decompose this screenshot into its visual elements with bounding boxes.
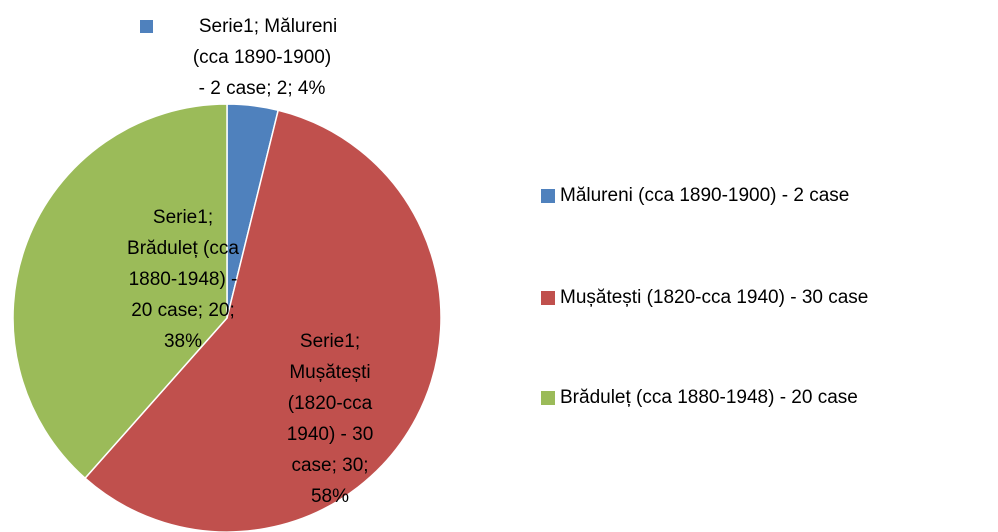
pie-slice (84, 109, 442, 532)
data-label: 1940) - 30 (287, 424, 374, 445)
legend-label: Mălureni (cca 1890-1900) - 2 case (560, 185, 849, 206)
legend-key (541, 291, 555, 305)
data-label: Serie1; Mălureni (199, 16, 337, 37)
legend-label: Mușătești (1820-cca 1940) - 30 case (560, 287, 868, 308)
legend-key (541, 391, 555, 405)
data-label: (cca 1890-1900) (193, 47, 331, 68)
data-label: Serie1; (153, 207, 213, 228)
data-label: - 2 case; 2; 4% (199, 78, 326, 99)
data-label: case; 30; (291, 455, 368, 476)
legend-label: Brăduleț (cca 1880-1948) - 20 case (560, 387, 858, 408)
pie-slice (12, 103, 228, 480)
data-label: Mușătești (289, 362, 370, 383)
data-label: (1820-cca (288, 393, 373, 414)
data-label: 38% (164, 331, 202, 352)
data-label: Serie1; (300, 331, 360, 352)
data-label: Brăduleț (cca (127, 238, 239, 259)
data-label: 1880-1948) - (129, 269, 238, 290)
legend-key (541, 189, 555, 203)
data-label: 20 case; 20; (131, 300, 235, 321)
data-label: 58% (311, 486, 349, 507)
label-key (140, 20, 153, 33)
